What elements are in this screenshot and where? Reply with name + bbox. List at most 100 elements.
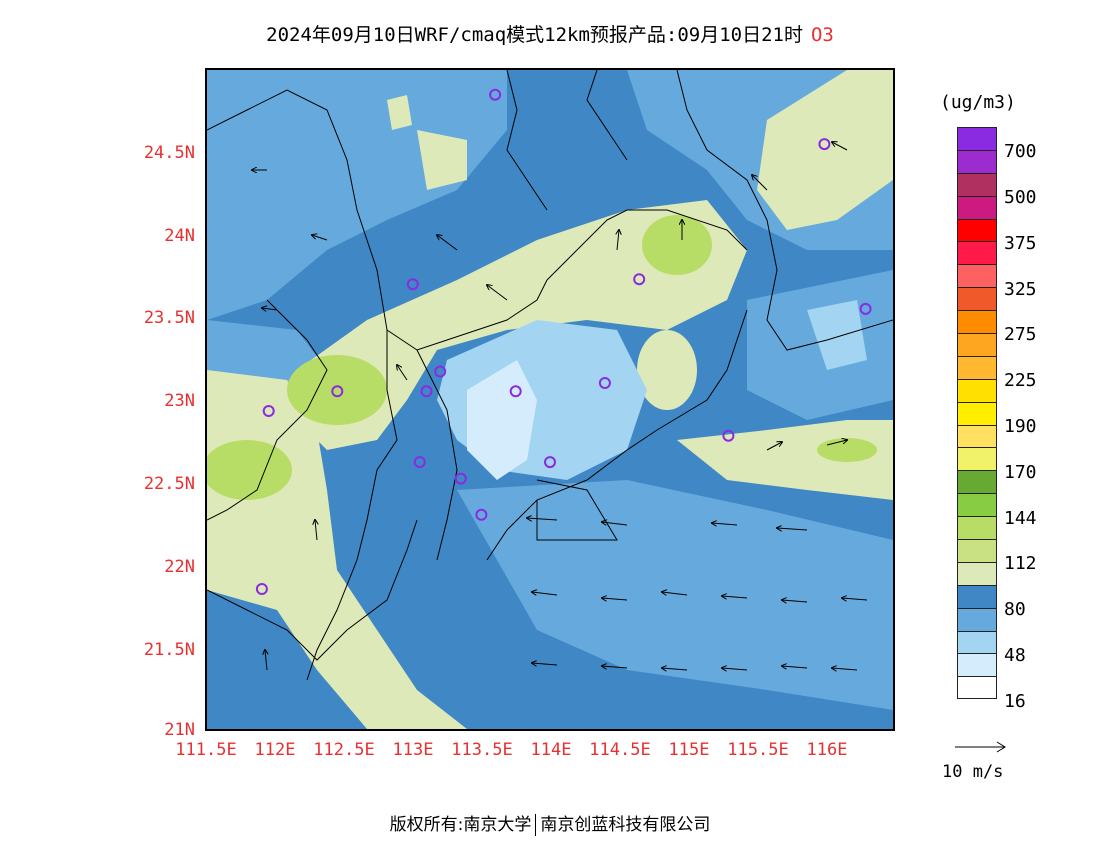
lon-tick-114-5: 114.5E [589,740,651,760]
station-marker [262,405,275,417]
footer-divider [535,814,537,836]
title-text: 2024年09月10日WRF/cmaq模式12km预报产品:09月10日21时 [266,24,803,46]
lon-tick-113: 113E [392,740,434,760]
lat-tick-23-5: 23.5N [143,308,195,328]
lon-tick-116: 116E [806,740,848,760]
legend-swatch [957,241,997,265]
legend-swatch [957,401,997,425]
legend-swatch [957,149,997,173]
province-boundaries [207,70,893,681]
lat-tick-24: 24N [164,226,195,246]
legend-swatch [957,676,997,700]
legend-label-170: 170 [1004,462,1037,483]
lat-tick-24-5: 24.5N [143,143,195,163]
legend-swatch [957,355,997,379]
field-patch-north2 [387,95,412,130]
station-marker [434,365,447,378]
legend-label-375: 375 [1004,233,1037,254]
legend-label-225: 225 [1004,370,1037,391]
copyright-footer: 版权所有:南京大学 南京创蓝科技有限公司 [0,810,1100,836]
legend-swatch [957,127,997,150]
lat-tick-21-5: 21.5N [143,640,195,660]
legend-swatch [957,493,997,517]
legend-colorbar [957,127,997,700]
field-112-west [287,355,387,425]
lat-tick-22-5: 22.5N [143,474,195,494]
legend-label-16: 16 [1004,691,1026,712]
field-south-sea [457,480,893,710]
station-marker [475,508,488,521]
legend-swatch [957,172,997,196]
legend-swatch [957,653,997,677]
station-marker [454,472,467,485]
field-patch-north [417,130,467,190]
legend-swatch [957,561,997,585]
legend-label-325: 325 [1004,279,1037,300]
station-marker [406,278,419,291]
legend-swatch [957,264,997,288]
legend-label-80: 80 [1004,599,1026,620]
station-marker [859,302,872,315]
station-marker [544,456,556,469]
station-marker [255,583,268,595]
field-patch-inland [637,330,697,410]
concentration-map [207,70,893,729]
lon-tick-113-5: 113.5E [451,740,513,760]
legend-swatch [957,424,997,448]
legend-label-112: 112 [1004,553,1037,574]
legend-swatch [957,584,997,608]
station-marker [818,138,831,151]
legend-label-48: 48 [1004,645,1026,666]
legend-label-190: 190 [1004,416,1037,437]
footer-owner: 版权所有:南京大学 [389,815,532,835]
legend-swatch [957,516,997,540]
legend-swatch [957,470,997,494]
station-marker [331,385,344,398]
legend-swatch [957,333,997,356]
legend-label-275: 275 [1004,324,1037,345]
lat-tick-22: 22N [164,557,195,577]
field-112-east [817,438,877,462]
footer-company: 南京创蓝科技有限公司 [540,815,711,835]
station-marker [489,88,502,101]
station-marker [509,385,522,398]
legend-swatch [957,378,997,402]
field-core-0-16 [467,360,537,480]
map-title: 2024年09月10日WRF/cmaq模式12km预报产品:09月10日21时 O… [0,20,1100,47]
lon-tick-114: 114E [530,740,572,760]
lon-tick-112: 112E [254,740,296,760]
legend-swatch [957,447,997,471]
station-marker [420,385,433,398]
legend-swatch [957,287,997,311]
lon-tick-112-5: 112.5E [313,740,375,760]
legend-swatch [957,310,997,334]
species-label: O3 [810,24,834,46]
station-marker [598,377,611,389]
lat-tick-23: 23N [164,391,195,411]
station-marker [722,429,735,442]
field-east-low [807,300,867,370]
legend-swatch [957,195,997,219]
station-marker [633,273,646,286]
station-markers [255,88,872,595]
legend-label-700: 700 [1004,141,1037,162]
wind-reference-arrow [955,741,1006,753]
legend-swatch [957,539,997,562]
legend-swatch [957,607,997,631]
field-band-central [297,200,747,450]
wind-reference-label: 10 m/s [942,762,1004,782]
wind-vectors [252,142,868,670]
field-112-north [642,215,712,275]
lon-tick-115: 115E [668,740,710,760]
legend-label-500: 500 [1004,187,1037,208]
legend-unit: (ug/m3) [940,92,1016,113]
station-marker [413,456,426,469]
map-plot-area [205,68,895,731]
legend-swatch [957,218,997,242]
lat-tick-21: 21N [164,720,195,740]
lon-tick-115-5: 115.5E [727,740,789,760]
legend-label-144: 144 [1004,508,1037,529]
field-nw-region [207,70,507,320]
legend-swatch [957,630,997,654]
lon-tick-111-5: 111.5E [175,740,237,760]
